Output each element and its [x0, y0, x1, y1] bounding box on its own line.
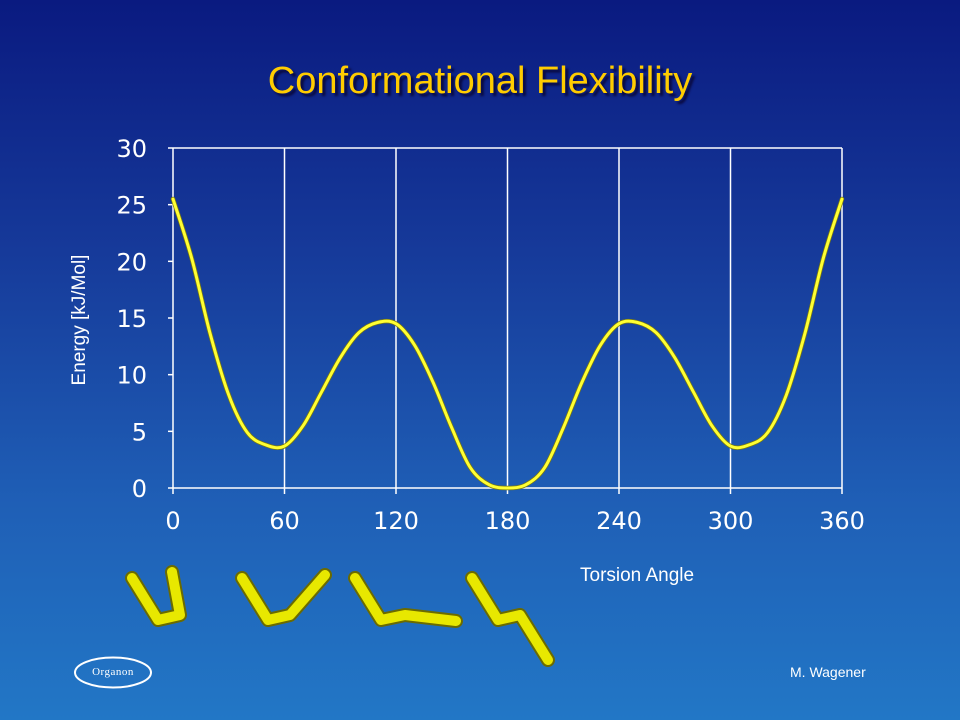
- y-tick-label-10: 10: [116, 362, 147, 390]
- energy-point-70: [301, 424, 305, 427]
- author-credit: M. Wagener: [790, 664, 866, 680]
- y-tick-label-0: 0: [132, 475, 147, 503]
- page-title: Conformational Flexibility: [267, 60, 693, 102]
- conformer-trans-icon: [465, 571, 555, 667]
- energy-point-340: [803, 332, 807, 336]
- energy-point-350: [822, 256, 825, 260]
- energy-point-260: [654, 331, 658, 334]
- logo-text: Organon: [92, 666, 134, 678]
- energy-point-140: [431, 381, 435, 384]
- energy-curve-layer: [170, 196, 845, 491]
- energy-point-280: [692, 390, 695, 393]
- energy-point-330: [785, 393, 788, 397]
- energy-point-220: [580, 381, 584, 384]
- energy-point-10: [190, 256, 193, 260]
- energy-point-110: [376, 321, 379, 324]
- tick-labels: 0 60 120 180 240 300 360 0 5 10 15 20 25 30: [116, 135, 864, 535]
- energy-point-120: [394, 322, 398, 325]
- energy-point-200: [543, 466, 546, 469]
- energy-point-80: [320, 390, 323, 393]
- energy-point-250: [636, 321, 639, 324]
- energy-point-30: [227, 393, 230, 397]
- energy-point-190: [524, 483, 528, 486]
- energy-point-20: [208, 332, 212, 336]
- energy-point-50: [264, 443, 268, 447]
- y-tick-label-30: 30: [116, 135, 147, 163]
- energy-point-40: [246, 431, 249, 434]
- y-tick-label-25: 25: [116, 192, 147, 220]
- energy-point-180: [506, 486, 509, 490]
- conformer-anticlinal-icon: [348, 571, 463, 628]
- organon-logo: Organon: [73, 656, 153, 689]
- x-axis-label: Torsion Angle: [580, 565, 695, 586]
- axes: [168, 147, 843, 494]
- energy-point-130: [413, 344, 416, 347]
- energy-point-230: [599, 344, 602, 347]
- x-tick-label-120: 120: [373, 507, 419, 535]
- energy-point-270: [673, 356, 676, 359]
- x-tick-label-360: 360: [819, 507, 865, 535]
- x-tick-label-300: 300: [708, 507, 754, 535]
- energy-point-310: [747, 443, 751, 447]
- energy-point-170: [487, 483, 491, 486]
- energy-point-240: [617, 322, 621, 325]
- energy-point-0: [171, 197, 175, 201]
- conformer-icons: [125, 565, 555, 667]
- energy-point-300: [729, 444, 732, 448]
- conformer-cis-icon: [125, 565, 187, 627]
- y-tick-label-20: 20: [116, 248, 147, 276]
- energy-point-290: [710, 424, 714, 427]
- energy-point-150: [450, 426, 453, 430]
- grid-lines: [283, 148, 732, 488]
- energy-point-320: [766, 431, 769, 434]
- y-axis-label: Energy [kJ/Mol]: [69, 254, 90, 386]
- y-tick-label-5: 5: [132, 418, 147, 446]
- x-tick-label-0: 0: [165, 507, 180, 535]
- x-tick-label-240: 240: [596, 507, 642, 535]
- logo-oval-icon: [74, 656, 152, 689]
- energy-point-60: [283, 444, 286, 448]
- conformer-gauche-icon: [235, 568, 332, 627]
- energy-point-100: [357, 331, 361, 334]
- x-tick-label-180: 180: [485, 507, 531, 535]
- y-tick-label-15: 15: [116, 305, 147, 333]
- energy-point-160: [469, 466, 472, 469]
- energy-point-360: [840, 197, 844, 201]
- energy-point-90: [339, 356, 342, 359]
- energy-point-210: [562, 426, 565, 430]
- x-tick-label-60: 60: [269, 507, 300, 535]
